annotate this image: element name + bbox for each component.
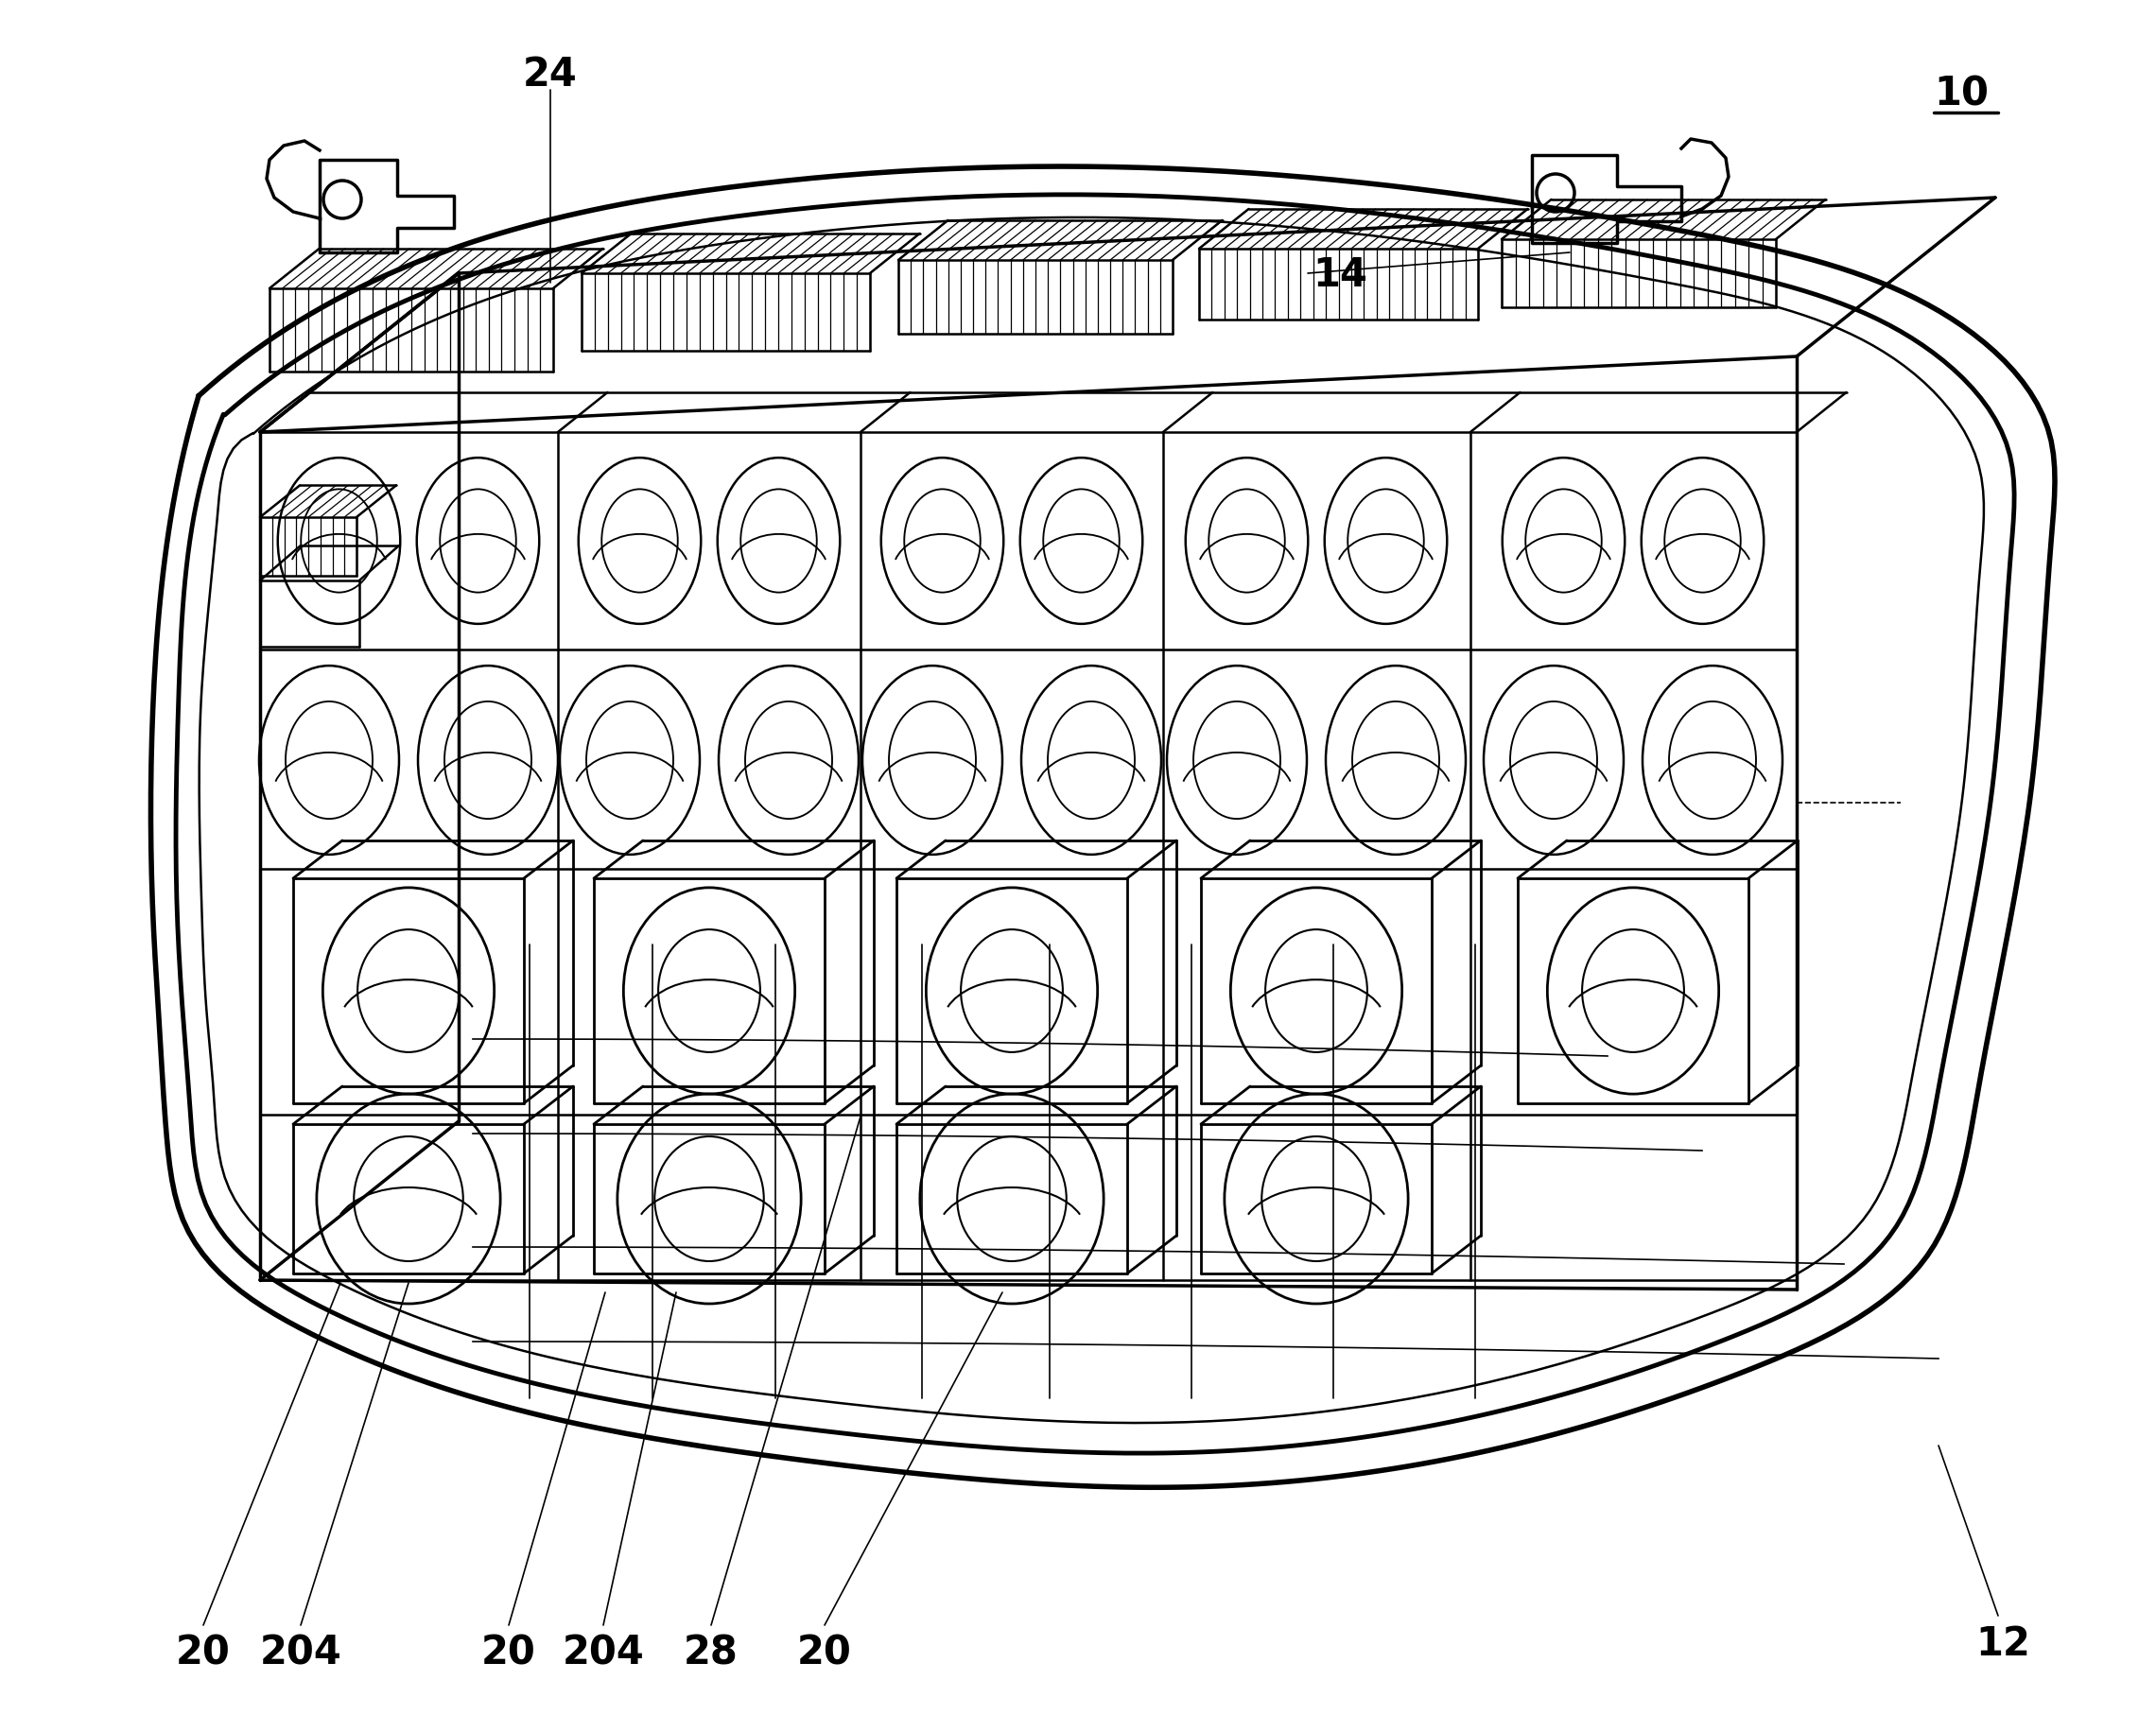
Text: 204: 204	[563, 1633, 645, 1673]
Text: 20: 20	[481, 1633, 537, 1673]
Text: 10: 10	[1934, 74, 1988, 113]
Text: 28: 28	[683, 1633, 740, 1673]
Text: 20: 20	[798, 1633, 852, 1673]
Text: 204: 204	[259, 1633, 341, 1673]
Text: 24: 24	[524, 55, 578, 95]
Text: 14: 14	[1313, 255, 1367, 294]
Text: 20: 20	[177, 1633, 231, 1673]
Text: 12: 12	[1975, 1623, 2031, 1663]
